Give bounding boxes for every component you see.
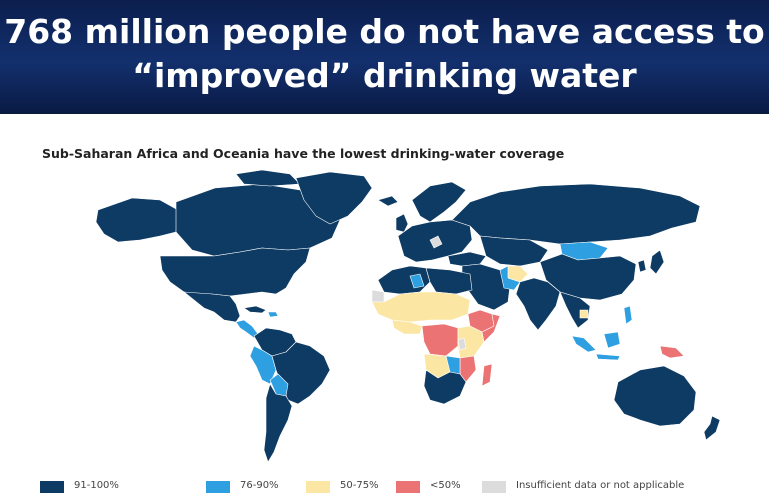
region-libya-egypt [425,267,473,295]
headline-line-1: 768 million people do not have access to [4,12,765,51]
map-subtitle: Sub-Saharan Africa and Oceania have the … [42,146,565,161]
region-uk [395,213,409,233]
legend-swatch [482,481,506,493]
region-sudan-north [409,273,425,289]
region-korea [637,259,647,273]
region-java [595,353,621,361]
region-argentina-chile [263,383,293,463]
region-se-asia [559,291,591,329]
region-sumatra [571,335,597,353]
title-banner: 768 million people do not have access to… [0,0,769,114]
region-russia [451,183,701,245]
region-east-africa [457,325,485,359]
region-east-grey [457,337,467,351]
region-madagascar [481,363,493,387]
region-new-zealand [703,415,721,441]
region-western-sahara [371,289,385,303]
region-arctic-islands [235,170,301,187]
region-japan [649,249,665,275]
region-iceland [377,195,399,207]
region-australia [613,365,697,427]
legend-label: 91-100% [74,480,119,491]
legend-label: 76-90% [240,480,279,491]
legend-label: <50% [430,480,461,491]
headline: 768 million people do not have access to… [0,10,769,98]
region-borneo [603,331,621,349]
legend-label: Insufficient data or not applicable [516,480,685,491]
region-png [659,345,685,359]
legend-swatch [206,481,230,493]
region-drc [421,323,459,357]
world-map [95,170,721,463]
region-cambodia [579,309,589,319]
region-greenland [295,171,373,225]
legend-swatch [306,481,330,493]
region-india [515,277,561,331]
region-balkans [429,235,443,249]
legend-label: 50-75% [340,480,379,491]
region-alaska [95,197,179,243]
region-haiti [267,311,279,318]
region-cuba [243,305,267,314]
region-philippines [623,305,633,325]
region-scandinavia [411,181,467,223]
region-southern-africa [423,369,467,405]
region-sahel [371,291,471,323]
region-usa [159,247,311,297]
region-west-africa-coast [391,319,423,335]
region-mexico [183,291,241,323]
region-bolivia [269,373,289,397]
legend-swatch [40,481,64,493]
headline-line-2: “improved” drinking water [132,56,637,95]
legend-swatch [396,481,420,493]
